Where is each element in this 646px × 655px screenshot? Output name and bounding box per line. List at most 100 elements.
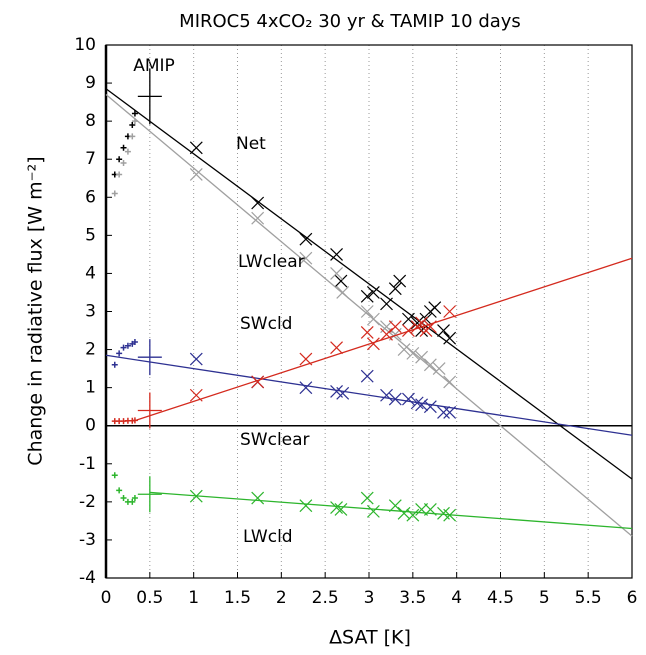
fit-line	[136, 257, 633, 421]
tamip-marker	[120, 144, 127, 151]
amip-marker	[137, 392, 162, 429]
y-tick-label: 9	[85, 73, 96, 93]
series-label: SWcld	[240, 314, 292, 334]
x-marker	[443, 405, 457, 419]
tamip-marker	[124, 148, 131, 155]
y-axis-label: Change in radiative flux [W m⁻²]	[25, 156, 47, 465]
x-marker	[189, 352, 203, 366]
x-marker	[423, 358, 437, 372]
tamip-marker	[116, 350, 123, 357]
series-label: SWclear	[240, 430, 310, 450]
series-label: LWclear	[238, 252, 305, 272]
x-marker	[423, 400, 437, 414]
x-marker	[415, 316, 429, 330]
x-marker	[299, 232, 313, 246]
x-marker	[402, 324, 415, 337]
x-marker	[299, 251, 313, 265]
x-marker	[360, 491, 374, 505]
x-marker	[428, 301, 442, 315]
tamip-marker	[120, 495, 127, 502]
x-marker	[366, 504, 380, 518]
x-marker	[423, 503, 437, 516]
x-marker	[388, 320, 402, 334]
tamip-marker	[116, 171, 123, 178]
series-label: LWcld	[243, 527, 293, 547]
x-marker	[360, 305, 374, 318]
x-marker	[251, 491, 265, 505]
x-tick-label: 4	[451, 588, 462, 608]
x-marker	[437, 405, 450, 419]
x-marker	[189, 168, 203, 181]
x-marker	[189, 388, 203, 402]
y-tick-label: 1	[85, 378, 96, 398]
x-tick-label: 5.5	[575, 588, 602, 608]
x-marker	[380, 297, 393, 311]
tamip-marker	[124, 342, 131, 349]
tamip-marker	[116, 156, 123, 163]
x-marker	[334, 503, 348, 516]
y-tick-label: 8	[85, 111, 96, 131]
x-marker	[360, 369, 374, 383]
y-tick-label: 10	[74, 35, 96, 55]
x-marker	[189, 489, 203, 503]
x-marker	[380, 388, 393, 402]
y-tick-label: 6	[85, 187, 96, 207]
x-marker	[336, 386, 350, 400]
tamip-marker	[129, 133, 136, 140]
x-tick-label: 3	[364, 588, 375, 608]
y-tick-label: 3	[85, 302, 96, 322]
amip-marker	[137, 68, 162, 125]
x-marker	[415, 398, 429, 412]
y-tick-label: -2	[79, 492, 96, 512]
tamip-marker	[120, 160, 127, 167]
x-marker	[397, 343, 411, 356]
chart-title: MIROC5 4xCO₂ 30 yr & TAMIP 10 days	[179, 11, 521, 32]
x-marker	[402, 312, 415, 326]
amip-marker	[137, 339, 162, 376]
x-tick-label: 2.5	[312, 588, 339, 608]
tamip-marker	[116, 487, 123, 494]
y-tick-label: -4	[79, 568, 96, 588]
y-tick-label: 4	[85, 263, 96, 283]
x-marker	[330, 341, 343, 355]
x-marker	[380, 327, 393, 341]
x-tick-label: 0.5	[136, 588, 163, 608]
tamip-marker	[131, 118, 138, 125]
x-tick-label: 5	[539, 588, 550, 608]
x-marker	[443, 331, 457, 345]
tamip-marker	[131, 338, 138, 345]
x-marker	[402, 392, 415, 406]
x-marker	[388, 392, 402, 406]
x-marker	[366, 312, 380, 326]
x-marker	[251, 211, 265, 225]
fit-line	[105, 88, 633, 480]
tamip-marker	[129, 498, 136, 505]
tamip-marker	[120, 344, 127, 351]
x-marker	[251, 196, 265, 210]
y-tick-label: -1	[79, 454, 96, 474]
x-marker	[432, 362, 446, 376]
x-marker	[443, 305, 457, 318]
y-tick-label: 2	[85, 340, 96, 360]
y-tick-label: -3	[79, 530, 96, 550]
x-marker	[189, 141, 203, 155]
x-marker	[397, 506, 411, 520]
series-label: Net	[236, 134, 266, 154]
x-tick-label: 1.5	[224, 588, 251, 608]
x-marker	[443, 375, 457, 389]
y-tick-label: 7	[85, 149, 96, 169]
amip-marker	[137, 476, 162, 513]
y-tick-label: 0	[85, 416, 96, 436]
x-marker	[299, 352, 313, 366]
annotation: AMIP	[133, 56, 175, 76]
tamip-marker	[111, 190, 118, 197]
x-marker	[366, 337, 380, 351]
x-marker	[330, 247, 343, 261]
tamip-marker	[131, 110, 138, 117]
x-marker	[388, 499, 402, 513]
tamip-marker	[131, 417, 138, 424]
x-marker	[360, 289, 374, 303]
x-marker	[423, 320, 437, 334]
x-marker	[330, 267, 343, 280]
